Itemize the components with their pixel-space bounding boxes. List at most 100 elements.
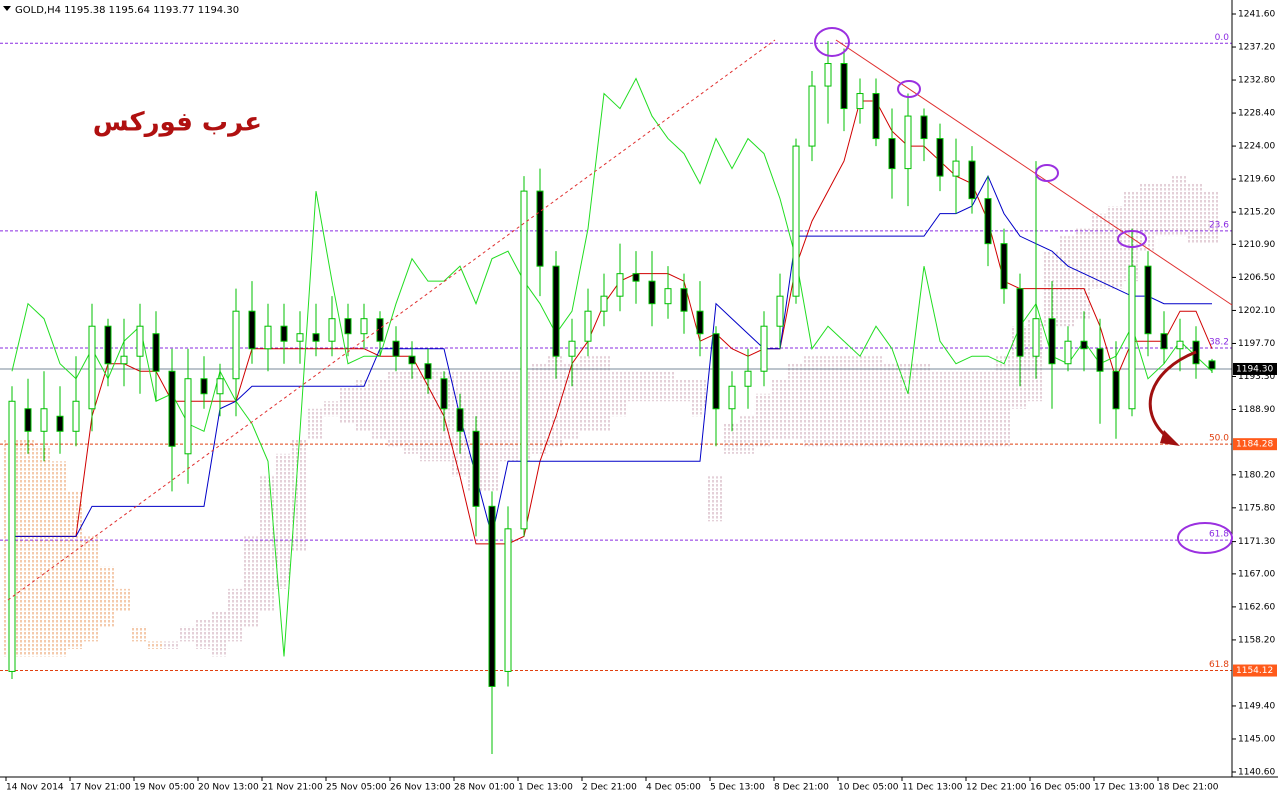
candle-body (472, 430, 480, 507)
x-tick-label: 14 Nov 2014 (6, 783, 64, 793)
indicator-line (11, 77, 1213, 657)
y-tick-label: 1158.20 (1238, 635, 1275, 645)
candle-body (1064, 340, 1072, 365)
y-tick-label: 1210.90 (1238, 240, 1275, 250)
price-tag-label: 1194.30 (1236, 364, 1273, 374)
candle-body (168, 370, 176, 447)
cloud-segment (484, 371, 500, 492)
y-tick-label: 1188.90 (1238, 405, 1275, 415)
cloud-segment (36, 446, 52, 657)
candle-body (904, 115, 912, 170)
candle-body (712, 333, 720, 410)
cloud-segment (852, 356, 868, 447)
level-label: 50.0 (1209, 434, 1229, 444)
cloud-segment (388, 371, 404, 447)
y-tick-label: 1237.20 (1238, 43, 1275, 53)
annotations: GOLD,H4 1195.38 1195.64 1193.77 1194.30 … (3, 5, 1233, 601)
cloud-segment (68, 491, 84, 649)
y-tick-label: 1197.70 (1238, 339, 1275, 349)
cloud-segment (100, 566, 116, 627)
cloud-segment (820, 356, 836, 447)
candle-body (1000, 243, 1008, 290)
cloud-segment (180, 626, 196, 642)
candle-body (200, 378, 208, 395)
y-tick-label: 1149.40 (1238, 701, 1275, 711)
cloud-segment (708, 476, 724, 522)
cloud-segment (596, 356, 612, 432)
candle-body (376, 318, 384, 342)
cloud-segment (276, 453, 292, 589)
cloud-segment (324, 401, 340, 417)
x-tick-label: 5 Dec 13:00 (710, 783, 765, 793)
arrow (1148, 350, 1197, 440)
cloud-segment (404, 371, 420, 454)
candle-body (88, 325, 96, 410)
cloud-segment (964, 371, 980, 447)
level-label: 61.8 (1209, 530, 1229, 540)
cloud-segment (340, 386, 356, 424)
candle-body (968, 160, 976, 200)
cloud-segment (580, 356, 596, 432)
y-tick-label: 1162.60 (1238, 602, 1275, 612)
x-tick-label: 19 Nov 05:00 (134, 783, 195, 793)
candle-body (488, 505, 496, 687)
candle-body (296, 333, 304, 342)
price-tag (1233, 362, 1277, 375)
candle-body (616, 273, 624, 297)
cloud-segment (804, 356, 820, 447)
x-tick-label: 4 Dec 05:00 (646, 783, 701, 793)
candle-body (840, 63, 848, 110)
cloud-segment (564, 363, 580, 439)
cloud-segment (308, 408, 324, 439)
cloud-segment (84, 536, 100, 642)
y-tick-label: 1140.60 (1238, 768, 1275, 778)
cloud-segment (660, 371, 676, 402)
highlight-ellipse (1117, 230, 1147, 248)
y-tick-label: 1180.20 (1238, 470, 1275, 480)
cloud-segment (916, 363, 932, 447)
chart-title: GOLD,H4 1195.38 1195.64 1193.77 1194.30 (15, 5, 239, 16)
x-tick-label: 12 Dec 21:00 (966, 783, 1027, 793)
candle-body (536, 190, 544, 267)
candle-body (1160, 333, 1168, 350)
cloud-segment (836, 356, 852, 447)
highlight-ellipse (814, 27, 850, 57)
x-tick-label: 21 Nov 21:00 (262, 783, 323, 793)
price-tag-label: 1184.28 (1236, 440, 1273, 450)
candle-body (8, 400, 16, 672)
candle-body (648, 280, 656, 305)
cloud-segment (292, 438, 308, 552)
candle-body (680, 288, 688, 312)
candle-body (72, 400, 80, 432)
x-tick-label: 17 Nov 21:00 (70, 783, 131, 793)
highlight-ellipse (1035, 164, 1059, 182)
candle-body (136, 325, 144, 357)
cloud-segment (1204, 191, 1220, 244)
candle-body (856, 93, 864, 110)
cloud-segment (164, 641, 180, 649)
y-tick-label: 1219.60 (1238, 175, 1275, 185)
candle-body (1016, 288, 1024, 357)
candle-body (888, 138, 896, 170)
cloud-segment (1140, 183, 1156, 252)
candle-body (328, 318, 336, 342)
x-tick-label: 8 Dec 21:00 (774, 783, 829, 793)
cloud-segment (548, 356, 564, 447)
level-label: 0.0 (1215, 33, 1230, 43)
cloud-segment (260, 476, 276, 612)
candle-body (936, 138, 944, 177)
cloud-segment (244, 536, 260, 627)
y-tick-label: 1215.20 (1238, 208, 1275, 218)
candle-body (744, 370, 752, 387)
cloud-segment (1108, 206, 1124, 289)
arrow-head (1160, 430, 1180, 446)
cloud-segment (1156, 183, 1172, 237)
cloud-segment (788, 363, 804, 439)
x-tick-label: 25 Nov 05:00 (326, 783, 387, 793)
candle-body (120, 355, 128, 365)
x-tick-label: 11 Dec 13:00 (902, 783, 963, 793)
candle-body (1032, 318, 1040, 357)
candle-body (920, 115, 928, 140)
candle-body (872, 93, 880, 140)
y-tick-label: 1167.00 (1238, 569, 1275, 579)
